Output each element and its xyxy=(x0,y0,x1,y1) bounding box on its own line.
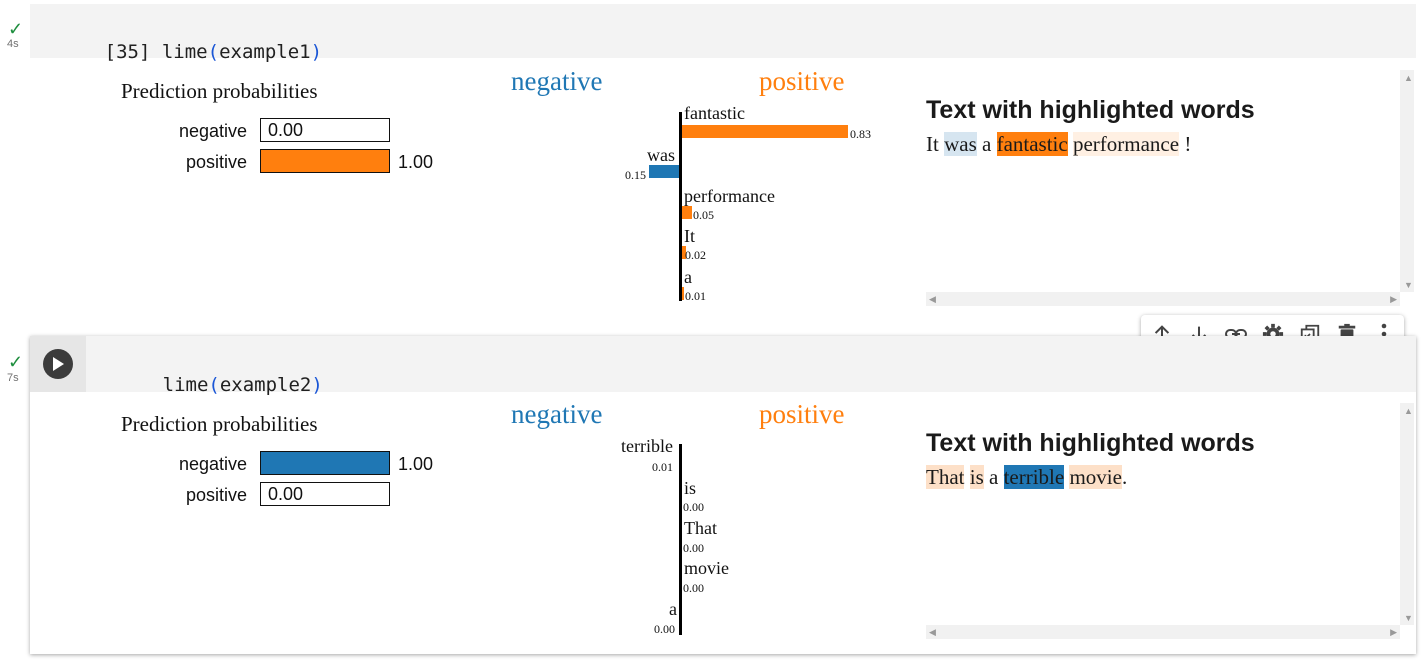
prob-bar-negative: 0.00 xyxy=(260,118,390,142)
check-icon: ✓ xyxy=(8,19,24,39)
feature-value: 0.00 xyxy=(654,622,675,636)
feature-label: was xyxy=(647,145,675,165)
feature-label: It xyxy=(684,226,695,246)
code-argument: example1 xyxy=(219,41,311,63)
feature-value: 0.01 xyxy=(685,289,706,303)
prob-value-negative: 1.00 xyxy=(398,454,434,474)
code-paren-open: ( xyxy=(208,374,220,396)
feature-bar xyxy=(682,206,692,219)
feature-value: 0.83 xyxy=(850,127,871,141)
feature-value: 0.00 xyxy=(683,581,704,595)
feature-axis xyxy=(679,444,682,635)
prob-bar-positive: 0.00 xyxy=(260,482,390,506)
negative-heading: negative xyxy=(511,66,603,96)
prob-label-negative: negative xyxy=(178,454,247,474)
prob-bar-positive xyxy=(260,149,390,173)
execution-time: 4s xyxy=(7,38,19,50)
feature-label: fantastic xyxy=(684,103,745,123)
highlighted-text-panel: Text with highlighted words That is a te… xyxy=(926,405,1396,625)
positive-heading: positive xyxy=(759,399,845,429)
horizontal-scrollbar[interactable]: ◀ ▶ xyxy=(926,292,1400,306)
code-argument: example2 xyxy=(219,374,312,396)
execution-count: [35] xyxy=(104,41,151,63)
prediction-probabilities-title: Prediction probabilities xyxy=(121,79,318,103)
scroll-down-arrow-icon[interactable]: ▼ xyxy=(1404,280,1413,290)
highlighted-text-panel: Text with highlighted words It was a fan… xyxy=(926,72,1396,292)
prob-label-positive: positive xyxy=(185,152,247,172)
code-paren-open: ( xyxy=(207,41,220,63)
feature-label: a xyxy=(669,599,677,619)
code-paren-close: ) xyxy=(311,374,323,396)
plain-token xyxy=(964,465,969,489)
cell-output: Prediction probabilities negative 0.00 p… xyxy=(30,58,1416,318)
plain-token: a xyxy=(976,132,997,156)
plain-token: ! xyxy=(1179,132,1192,156)
execution-time: 7s xyxy=(7,372,19,384)
prob-value-positive: 0.00 xyxy=(268,484,304,504)
feature-label: is xyxy=(684,478,697,498)
positive-heading: positive xyxy=(759,66,845,96)
scroll-left-arrow-icon[interactable]: ◀ xyxy=(929,627,936,637)
plain-token: a xyxy=(983,465,1004,489)
highlighted-word: terrible xyxy=(1003,465,1065,489)
feature-bar xyxy=(682,125,848,138)
feature-bar xyxy=(682,246,686,259)
highlighted-word: movie xyxy=(1069,465,1122,489)
horizontal-scrollbar[interactable]: ◀ ▶ xyxy=(926,625,1400,639)
code-editor[interactable]: [35] lime(example1) xyxy=(30,4,1416,63)
cell-1: ✓ 4s [35] lime(example1) Prediction prob… xyxy=(0,0,1423,320)
scroll-up-arrow-icon[interactable]: ▲ xyxy=(1404,406,1413,416)
feature-value: 0.00 xyxy=(683,500,704,514)
feature-value: 0.15 xyxy=(625,168,646,182)
feature-value: 0.00 xyxy=(683,541,704,555)
feature-bar xyxy=(649,165,679,178)
highlighted-word: was xyxy=(944,132,977,156)
feature-value: 0.01 xyxy=(652,460,673,474)
highlighted-word: is xyxy=(969,465,984,489)
cell-output: Prediction probabilities negative 1.00 p… xyxy=(30,391,1416,651)
vertical-scrollbar[interactable]: ▲ ▼ xyxy=(1400,70,1414,292)
negative-heading: negative xyxy=(511,399,603,429)
prob-label-positive: positive xyxy=(185,485,247,505)
plain-token: . xyxy=(1121,465,1128,489)
scroll-right-arrow-icon[interactable]: ▶ xyxy=(1390,294,1397,304)
code-function: lime xyxy=(161,41,208,63)
feature-value: 0.05 xyxy=(693,208,714,222)
highlighted-text: That is a terrible movie. xyxy=(926,465,1127,490)
scroll-right-arrow-icon[interactable]: ▶ xyxy=(1390,627,1397,637)
scroll-left-arrow-icon[interactable]: ◀ xyxy=(929,294,936,304)
feature-axis xyxy=(679,112,682,301)
highlighted-word: performance xyxy=(1072,132,1180,156)
scroll-down-arrow-icon[interactable]: ▼ xyxy=(1404,613,1413,623)
check-icon: ✓ xyxy=(8,352,24,372)
vertical-scrollbar[interactable]: ▲ ▼ xyxy=(1400,403,1414,625)
highlighted-text-title: Text with highlighted words xyxy=(926,429,1255,457)
play-icon xyxy=(53,357,64,371)
code-editor[interactable]: lime(example2) xyxy=(30,336,1416,396)
feature-label: That xyxy=(684,518,717,538)
feature-label: a xyxy=(684,267,692,287)
highlighted-text-title: Text with highlighted words xyxy=(926,96,1255,124)
code-paren-close: ) xyxy=(310,41,323,63)
feature-label: performance xyxy=(684,186,775,206)
run-cell-button[interactable] xyxy=(43,349,73,379)
feature-label: movie xyxy=(684,558,729,578)
highlighted-word: That xyxy=(926,465,965,489)
highlighted-text: It was a fantastic performance ! xyxy=(926,132,1191,157)
prob-value-positive: 1.00 xyxy=(398,152,434,172)
prob-value-negative: 0.00 xyxy=(268,120,304,140)
scroll-up-arrow-icon[interactable]: ▲ xyxy=(1404,73,1413,83)
feature-label: terrible xyxy=(621,436,673,456)
prob-bar-negative xyxy=(260,451,390,475)
prob-label-negative: negative xyxy=(178,121,247,141)
feature-value: 0.02 xyxy=(685,248,706,262)
code-function: lime xyxy=(162,374,209,396)
prediction-probabilities-title: Prediction probabilities xyxy=(121,412,318,436)
plain-token: It xyxy=(926,132,939,156)
cell-2: ✓ 7s lime(example2) Prediction probabili… xyxy=(0,336,1423,664)
highlighted-word: fantastic xyxy=(996,132,1068,156)
feature-bar xyxy=(682,287,684,300)
